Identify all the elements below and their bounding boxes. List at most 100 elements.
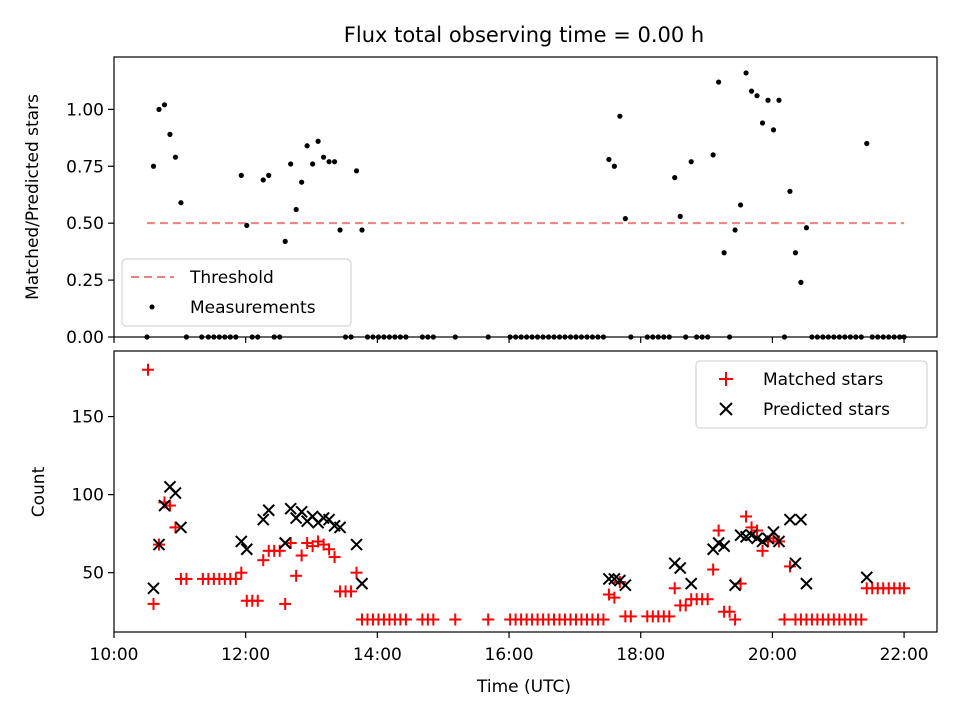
measurement-point: [150, 163, 157, 169]
measurement-point: [178, 200, 184, 206]
ratio-y-axis-label: Matched/Predicted stars: [23, 94, 43, 300]
matched-point: [295, 549, 308, 562]
predicted-point: [717, 539, 731, 553]
matched-point: [729, 613, 742, 626]
matched-point: [679, 599, 692, 612]
predicted-point: [174, 521, 188, 534]
legend-matched-swatch: [719, 372, 733, 386]
matched-point: [229, 572, 242, 585]
matched-point: [290, 569, 303, 582]
predicted-point: [800, 577, 813, 590]
matched-point: [251, 594, 264, 607]
matched-point: [169, 521, 182, 534]
measurement-point: [167, 131, 173, 137]
matched-point: [613, 576, 626, 589]
measurement-point: [326, 159, 332, 165]
count-x-tick-label: 14:00: [353, 645, 402, 665]
predicted-point: [789, 557, 802, 570]
matched-point: [284, 537, 297, 550]
measurement-point: [331, 159, 338, 165]
matched-point: [142, 363, 155, 376]
measurement-point: [156, 106, 162, 112]
matched-point: [350, 566, 363, 579]
measurement-point: [315, 138, 321, 144]
predicted-point: [152, 538, 166, 551]
predicted-point: [278, 536, 292, 550]
predicted-point: [767, 525, 780, 539]
predicted-point: [295, 505, 308, 519]
predicted-point: [674, 561, 687, 575]
measurement-point: [688, 159, 694, 165]
predicted-point: [333, 521, 347, 534]
legend-measurement-label: Measurements: [190, 298, 316, 318]
matched-point: [740, 510, 753, 523]
measurement-point: [299, 179, 305, 185]
count-x-tick-label: 16:00: [485, 645, 534, 665]
measurement-point: [803, 225, 810, 231]
ratio-y-tick-label: 0.25: [66, 271, 104, 291]
predicted-point: [619, 578, 632, 592]
measurement-point: [161, 102, 168, 108]
measurement-point: [611, 163, 617, 169]
count-x-tick-label: 12:00: [221, 645, 270, 665]
predicted-point: [284, 502, 297, 515]
predicted-point: [147, 582, 160, 595]
predicted-point: [602, 572, 616, 586]
matched-point: [345, 585, 358, 598]
measurement-point: [288, 161, 294, 167]
count-x-ticks: 10:00 12:00 14:00 16:00 18:00 20:00 22:00: [90, 632, 929, 665]
count-y-tick-label: 150: [72, 408, 104, 428]
matched-point: [783, 560, 796, 573]
ratio-panel: 0.00 0.25 0.50 0.75 1.00 Matched/Predicted s…: [23, 56, 938, 348]
legend-threshold-label: Threshold: [189, 268, 274, 288]
predicted-point: [684, 577, 698, 590]
legend-matched-label: Matched stars: [763, 370, 883, 390]
predicted-point: [728, 578, 742, 592]
matched-point: [328, 551, 341, 564]
matched-point: [235, 566, 248, 579]
matched-point: [279, 597, 292, 610]
measurement-point: [353, 168, 360, 174]
measurement-point: [759, 120, 766, 126]
ratio-y-tick-label: 0.50: [66, 214, 104, 234]
measurement-point: [320, 154, 327, 160]
count-x-tick-label: 10:00: [90, 645, 139, 665]
measurement-point: [606, 156, 612, 163]
legend-predicted-label: Predicted stars: [763, 400, 890, 420]
count-y-axis-label: Count: [29, 466, 49, 517]
measurement-point: [677, 213, 683, 219]
count-legend: Matched stars Predicted stars: [695, 360, 928, 429]
matched-point: [712, 524, 725, 537]
measurement-point: [359, 227, 365, 233]
measurement-point: [622, 216, 628, 222]
measurement-point: [172, 154, 179, 160]
ratio-y-tick-label: 0.75: [66, 157, 104, 177]
matched-point: [257, 554, 270, 567]
measurement-point: [748, 88, 755, 94]
matched-point: [723, 605, 736, 618]
predicted-point: [350, 538, 363, 551]
measurement-point: [672, 175, 678, 181]
predicted-point: [860, 571, 873, 584]
predicted-point: [783, 513, 797, 526]
legend-predicted-swatch: [719, 402, 733, 416]
x-axis-label: Time (UTC): [476, 677, 571, 697]
matched-point: [482, 613, 495, 626]
legend-measurement-swatch: [149, 304, 155, 310]
matched-point: [449, 613, 462, 626]
measurement-point: [310, 161, 316, 167]
measurement-point: [770, 127, 777, 133]
matched-point: [707, 563, 720, 576]
ratio-y-tick-label: 1.00: [66, 100, 104, 120]
measurement-point: [716, 79, 722, 85]
predicted-points: [147, 480, 873, 595]
measurement-point: [238, 172, 244, 178]
measurement-point: [293, 206, 299, 213]
predicted-point: [158, 499, 171, 512]
measurement-point: [337, 227, 343, 233]
measurement-point: [266, 172, 272, 178]
ratio-y-ticks: 0.00 0.25 0.50 0.75 1.00: [66, 100, 114, 348]
predicted-point: [240, 543, 253, 556]
measurement-point: [787, 188, 793, 194]
